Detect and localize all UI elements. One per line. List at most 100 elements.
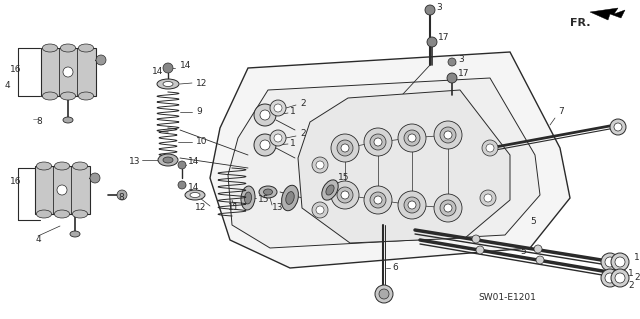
Circle shape	[364, 128, 392, 156]
Text: 12: 12	[195, 204, 206, 212]
Text: FR.: FR.	[570, 18, 591, 28]
Circle shape	[447, 73, 457, 83]
Circle shape	[601, 269, 619, 287]
Circle shape	[610, 119, 626, 135]
Text: 8: 8	[118, 194, 124, 203]
Circle shape	[374, 138, 382, 146]
Text: 5: 5	[530, 218, 536, 226]
Ellipse shape	[163, 81, 173, 86]
Circle shape	[472, 235, 480, 243]
Text: 2: 2	[300, 130, 306, 138]
Text: 14: 14	[188, 183, 200, 192]
Circle shape	[270, 130, 286, 146]
Text: 14: 14	[152, 68, 163, 77]
Ellipse shape	[241, 186, 255, 210]
Circle shape	[117, 190, 127, 200]
Ellipse shape	[72, 162, 88, 170]
Circle shape	[90, 173, 100, 183]
Polygon shape	[298, 90, 510, 243]
Text: 2: 2	[634, 273, 639, 283]
Text: 7: 7	[558, 108, 564, 116]
Text: 1: 1	[634, 253, 640, 262]
Text: 15: 15	[338, 174, 349, 182]
Ellipse shape	[63, 117, 73, 123]
Ellipse shape	[158, 154, 178, 166]
Circle shape	[486, 144, 494, 152]
Circle shape	[96, 55, 106, 65]
Circle shape	[375, 285, 393, 303]
Circle shape	[404, 197, 420, 213]
Text: SW01-E1201: SW01-E1201	[478, 293, 536, 302]
Bar	[41, 48, 96, 96]
Ellipse shape	[60, 44, 76, 52]
Circle shape	[163, 63, 173, 73]
Circle shape	[337, 187, 353, 203]
Circle shape	[374, 196, 382, 204]
Ellipse shape	[282, 185, 298, 211]
Ellipse shape	[163, 157, 173, 163]
Ellipse shape	[60, 92, 76, 100]
Circle shape	[312, 202, 328, 218]
Circle shape	[484, 194, 492, 202]
Circle shape	[480, 190, 496, 206]
Circle shape	[254, 134, 276, 156]
Polygon shape	[590, 8, 625, 20]
Ellipse shape	[264, 189, 273, 195]
Circle shape	[398, 124, 426, 152]
Text: 2: 2	[628, 280, 634, 290]
Circle shape	[178, 161, 186, 169]
Circle shape	[337, 140, 353, 156]
Circle shape	[260, 110, 270, 120]
Ellipse shape	[42, 44, 58, 52]
Circle shape	[425, 5, 435, 15]
Circle shape	[427, 37, 437, 47]
Text: 1: 1	[290, 108, 296, 116]
Ellipse shape	[36, 162, 52, 170]
Text: 14: 14	[180, 61, 191, 70]
Ellipse shape	[78, 44, 93, 52]
Ellipse shape	[70, 231, 80, 237]
Text: 10: 10	[196, 137, 207, 146]
Text: 9: 9	[196, 108, 202, 116]
Ellipse shape	[42, 92, 58, 100]
Circle shape	[440, 200, 456, 216]
Circle shape	[408, 201, 416, 209]
Circle shape	[482, 140, 498, 156]
Circle shape	[57, 185, 67, 195]
Circle shape	[178, 181, 186, 189]
Text: 17: 17	[438, 33, 449, 42]
Ellipse shape	[190, 192, 200, 197]
Text: 8: 8	[36, 117, 42, 127]
Text: 1: 1	[628, 269, 634, 278]
Circle shape	[331, 134, 359, 162]
Text: 5: 5	[520, 248, 525, 256]
Circle shape	[274, 134, 282, 142]
Bar	[35, 166, 90, 214]
Circle shape	[611, 253, 629, 271]
Text: —: —	[33, 116, 40, 122]
Circle shape	[398, 191, 426, 219]
Circle shape	[331, 181, 359, 209]
Circle shape	[476, 246, 484, 254]
Ellipse shape	[78, 92, 93, 100]
Text: 12: 12	[196, 78, 207, 87]
Circle shape	[605, 257, 615, 267]
Ellipse shape	[286, 192, 294, 204]
Circle shape	[440, 127, 456, 143]
Ellipse shape	[54, 162, 70, 170]
Circle shape	[312, 157, 328, 173]
Circle shape	[404, 130, 420, 146]
Circle shape	[534, 245, 542, 253]
Circle shape	[614, 123, 622, 131]
Text: 6: 6	[392, 263, 397, 272]
Ellipse shape	[185, 190, 205, 200]
Circle shape	[63, 67, 73, 77]
Circle shape	[434, 194, 462, 222]
Circle shape	[254, 104, 276, 126]
Ellipse shape	[259, 186, 277, 198]
Ellipse shape	[72, 210, 88, 218]
Circle shape	[364, 186, 392, 214]
Text: 3: 3	[458, 56, 464, 64]
Circle shape	[601, 253, 619, 271]
Circle shape	[615, 257, 625, 267]
